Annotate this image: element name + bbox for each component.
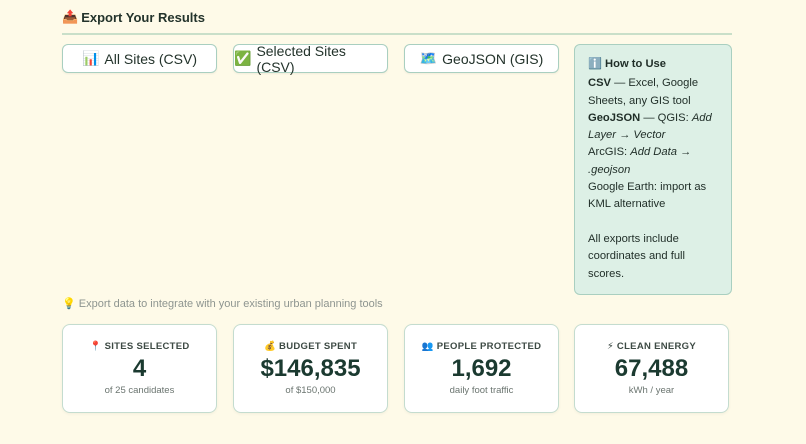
how-to-use-title-text: How to Use (605, 58, 666, 70)
info-icon: ℹ️ (588, 58, 602, 70)
google-earth-instructions: Google Earth: import as KML alternative (588, 181, 707, 211)
arcgis-text: ArcGIS: (588, 146, 631, 159)
stat-label-text: CLEAN ENERGY (616, 341, 697, 352)
stat-label: 👥 PEOPLE PROTECTED (405, 341, 558, 352)
csv-text: — Excel, Google Sheets, any GIS tool (588, 77, 699, 107)
bar-chart-icon: 📊 (81, 50, 100, 66)
stat-label-text: PEOPLE PROTECTED (436, 341, 542, 352)
export-icon: 📤 (62, 9, 79, 24)
stat-label: 💰 BUDGET SPENT (234, 341, 387, 352)
hint-text-content: Export data to integrate with your exist… (78, 298, 383, 310)
stat-subtext: kWh / year (628, 385, 675, 396)
exports-footer-note: All exports include coordinates and full… (588, 232, 686, 280)
panel-spacer (588, 214, 721, 231)
stat-subtext: daily foot traffic (449, 385, 514, 396)
stat-card-people-protected: 👥 PEOPLE PROTECTED 1,692 daily foot traf… (404, 324, 559, 413)
export-selected-sites-label: Selected Sites (CSV) (256, 42, 346, 75)
stat-value: 1,692 (451, 355, 512, 382)
money-bag-icon: 💰 (263, 341, 277, 352)
hint-text: 💡 Export data to integrate with your exi… (62, 297, 383, 310)
export-geojson-button[interactable]: 🗺️ GeoJSON (GIS) (404, 44, 559, 73)
how-to-use-title: ℹ️ How to Use (588, 56, 721, 73)
section-title: 📤 Export Your Results (62, 8, 205, 26)
stat-value: $146,835 (260, 355, 361, 382)
stat-card-sites-selected: 📍 SITES SELECTED 4 of 25 candidates (62, 324, 217, 413)
stat-label-text: BUDGET SPENT (279, 341, 358, 352)
lightning-icon: ⚡ (606, 341, 614, 352)
arcgis-instructions: ArcGIS: Add Data → .geojson (588, 144, 721, 179)
stat-label: ⚡ CLEAN ENERGY (575, 341, 728, 352)
pin-icon: 📍 (89, 341, 102, 352)
stat-card-budget-spent: 💰 BUDGET SPENT $146,835 of $150,000 (233, 324, 388, 413)
map-icon: 🗺️ (419, 50, 438, 66)
geojson-label: GeoJSON (588, 111, 641, 124)
stat-subtext: of 25 candidates (104, 385, 175, 396)
csv-instructions: CSV — Excel, Google Sheets, any GIS tool (588, 75, 721, 110)
geojson-text: — QGIS: (640, 111, 692, 124)
arcgis-path: Add Data → .geojson (588, 146, 692, 176)
csv-label: CSV (588, 77, 612, 90)
export-geojson-label: GeoJSON (GIS) (442, 50, 544, 67)
stat-label-text: SITES SELECTED (104, 341, 190, 352)
people-icon: 👥 (421, 341, 434, 352)
export-all-sites-label: All Sites (CSV) (104, 50, 197, 67)
stat-card-clean-energy: ⚡ CLEAN ENERGY 67,488 kWh / year (574, 324, 729, 413)
stat-subtext: of $150,000 (285, 385, 336, 396)
geojson-path: Add Layer → Vector (588, 111, 712, 142)
export-selected-sites-csv-button[interactable]: ✅ Selected Sites (CSV) (233, 42, 388, 75)
section-divider (62, 33, 732, 35)
lightbulb-icon: 💡 (62, 298, 76, 310)
stat-label: 📍 SITES SELECTED (63, 341, 216, 352)
how-to-use-panel: ℹ️ How to Use CSV — Excel, Google Sheets… (574, 44, 732, 295)
checkmark-icon: ✅ (234, 50, 252, 66)
geojson-instructions: GeoJSON — QGIS: Add Layer → Vector (588, 110, 721, 145)
stat-value: 67,488 (614, 355, 689, 382)
stat-value: 4 (132, 355, 147, 382)
export-all-sites-csv-button[interactable]: 📊 All Sites (CSV) (62, 44, 217, 73)
section-title-text: Export Your Results (81, 9, 205, 25)
